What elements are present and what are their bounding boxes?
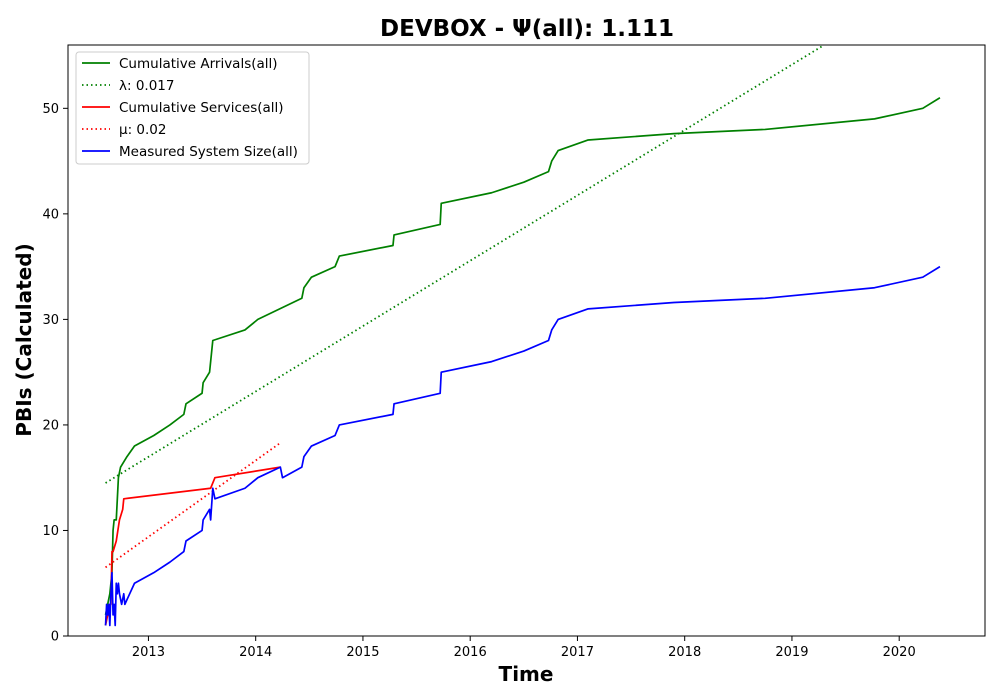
y-tick-label: 50 (42, 102, 59, 117)
y-tick-label: 10 (42, 524, 59, 539)
y-tick-label: 20 (42, 418, 59, 433)
plot-frame (67, 44, 986, 637)
x-tick-label: 2016 (454, 645, 487, 660)
legend-label-3: μ: 0.02 (119, 122, 167, 138)
x-tick-label: 2015 (346, 645, 379, 660)
x-tick-label: 2014 (239, 645, 272, 660)
legend-label-4: Measured System Size(all) (119, 144, 298, 160)
series-line-0 (104, 97, 941, 616)
x-tick-label: 2013 (132, 645, 165, 660)
x-tick-label: 2018 (668, 645, 701, 660)
series-line-1 (105, 45, 825, 484)
y-axis: 0 10 20 30 40 50 (42, 102, 68, 645)
y-axis-title: PBIs (Calculated) (12, 243, 36, 436)
y-tick-label: 40 (42, 207, 59, 222)
x-axis: 2013 2014 2015 2016 2017 2018 2019 2020 (132, 636, 916, 660)
legend-label-0: Cumulative Arrivals(all) (119, 56, 278, 72)
x-tick-label: 2017 (561, 645, 594, 660)
x-tick-label: 2020 (883, 645, 916, 660)
series-layer (104, 45, 941, 627)
legend-box (75, 51, 310, 165)
legend-label-1: λ: 0.017 (119, 78, 174, 94)
x-axis-title: Time (499, 662, 554, 686)
y-tick-label: 30 (42, 313, 59, 328)
y-tick-label: 0 (51, 630, 59, 645)
legend-label-2: Cumulative Services(all) (119, 100, 284, 116)
series-line-4 (104, 265, 941, 627)
x-tick-label: 2019 (775, 645, 808, 660)
chart-title: DEVBOX - Ψ(all): 1.111 (380, 16, 674, 42)
legend: Cumulative Arrivals(all) λ: 0.017 Cumulati… (75, 51, 310, 165)
